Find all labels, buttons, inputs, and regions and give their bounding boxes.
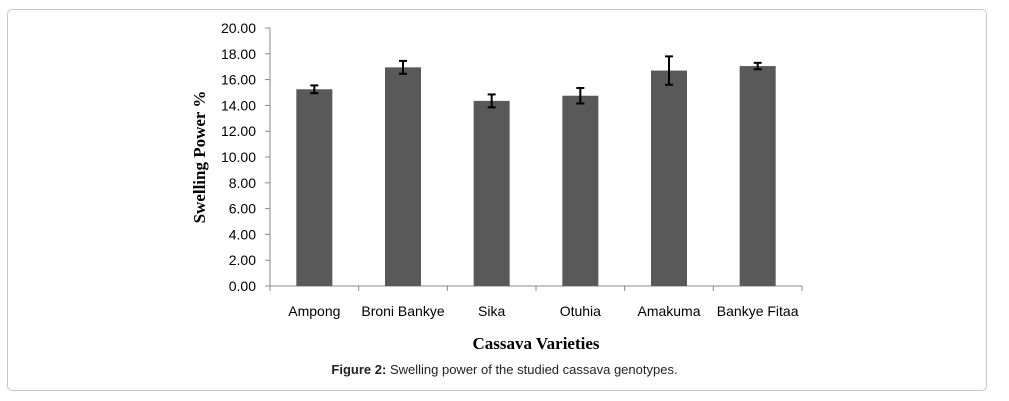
x-tick-label: Bankye Fitaa [717,303,799,319]
error-bars [310,55,762,109]
figure-caption: Figure 2: Swelling power of the studied … [0,362,1009,377]
y-tick-label: 16.00 [221,72,256,88]
x-tick-label: Ampong [288,303,340,319]
y-tick-label: 14.00 [221,97,256,113]
y-tick-label: 8.00 [229,175,256,191]
x-tick-label: Sika [478,303,505,319]
bar [651,70,687,286]
x-tick-label: Broni Bankye [361,303,444,319]
y-tick-label: 18.00 [221,46,256,62]
x-tick-label: Amakuma [637,303,700,319]
bar [739,66,776,287]
y-axis-title: Swelling Power % [190,91,209,224]
bar-chart: 0.00 2.00 4.00 6.00 8.00 10.00 12.00 14.00 16.00… [190,20,803,353]
bar [385,67,421,286]
bar [562,95,599,286]
bars [296,66,776,287]
bar [296,89,333,287]
y-tick-label: 0.00 [229,278,256,294]
y-tick-label: 10.00 [221,149,256,165]
x-axis: Ampong Broni Bankye Sika Otuhia Amakuma Banky… [269,285,803,319]
y-tick-label: 2.00 [229,252,256,268]
y-tick-label: 20.00 [221,20,256,36]
y-tick-label: 12.00 [221,123,256,139]
y-axis: 0.00 2.00 4.00 6.00 8.00 10.00 12.00 14.00 16.00… [221,20,271,294]
caption-label: Figure 2: [331,362,387,377]
x-tick-label: Otuhia [560,303,601,319]
x-axis-title: Cassava Varieties [472,334,599,353]
bar [473,100,510,286]
caption-text: Swelling power of the studied cassava ge… [386,362,678,377]
y-tick-label: 4.00 [229,226,256,242]
y-tick-label: 6.00 [229,201,256,217]
